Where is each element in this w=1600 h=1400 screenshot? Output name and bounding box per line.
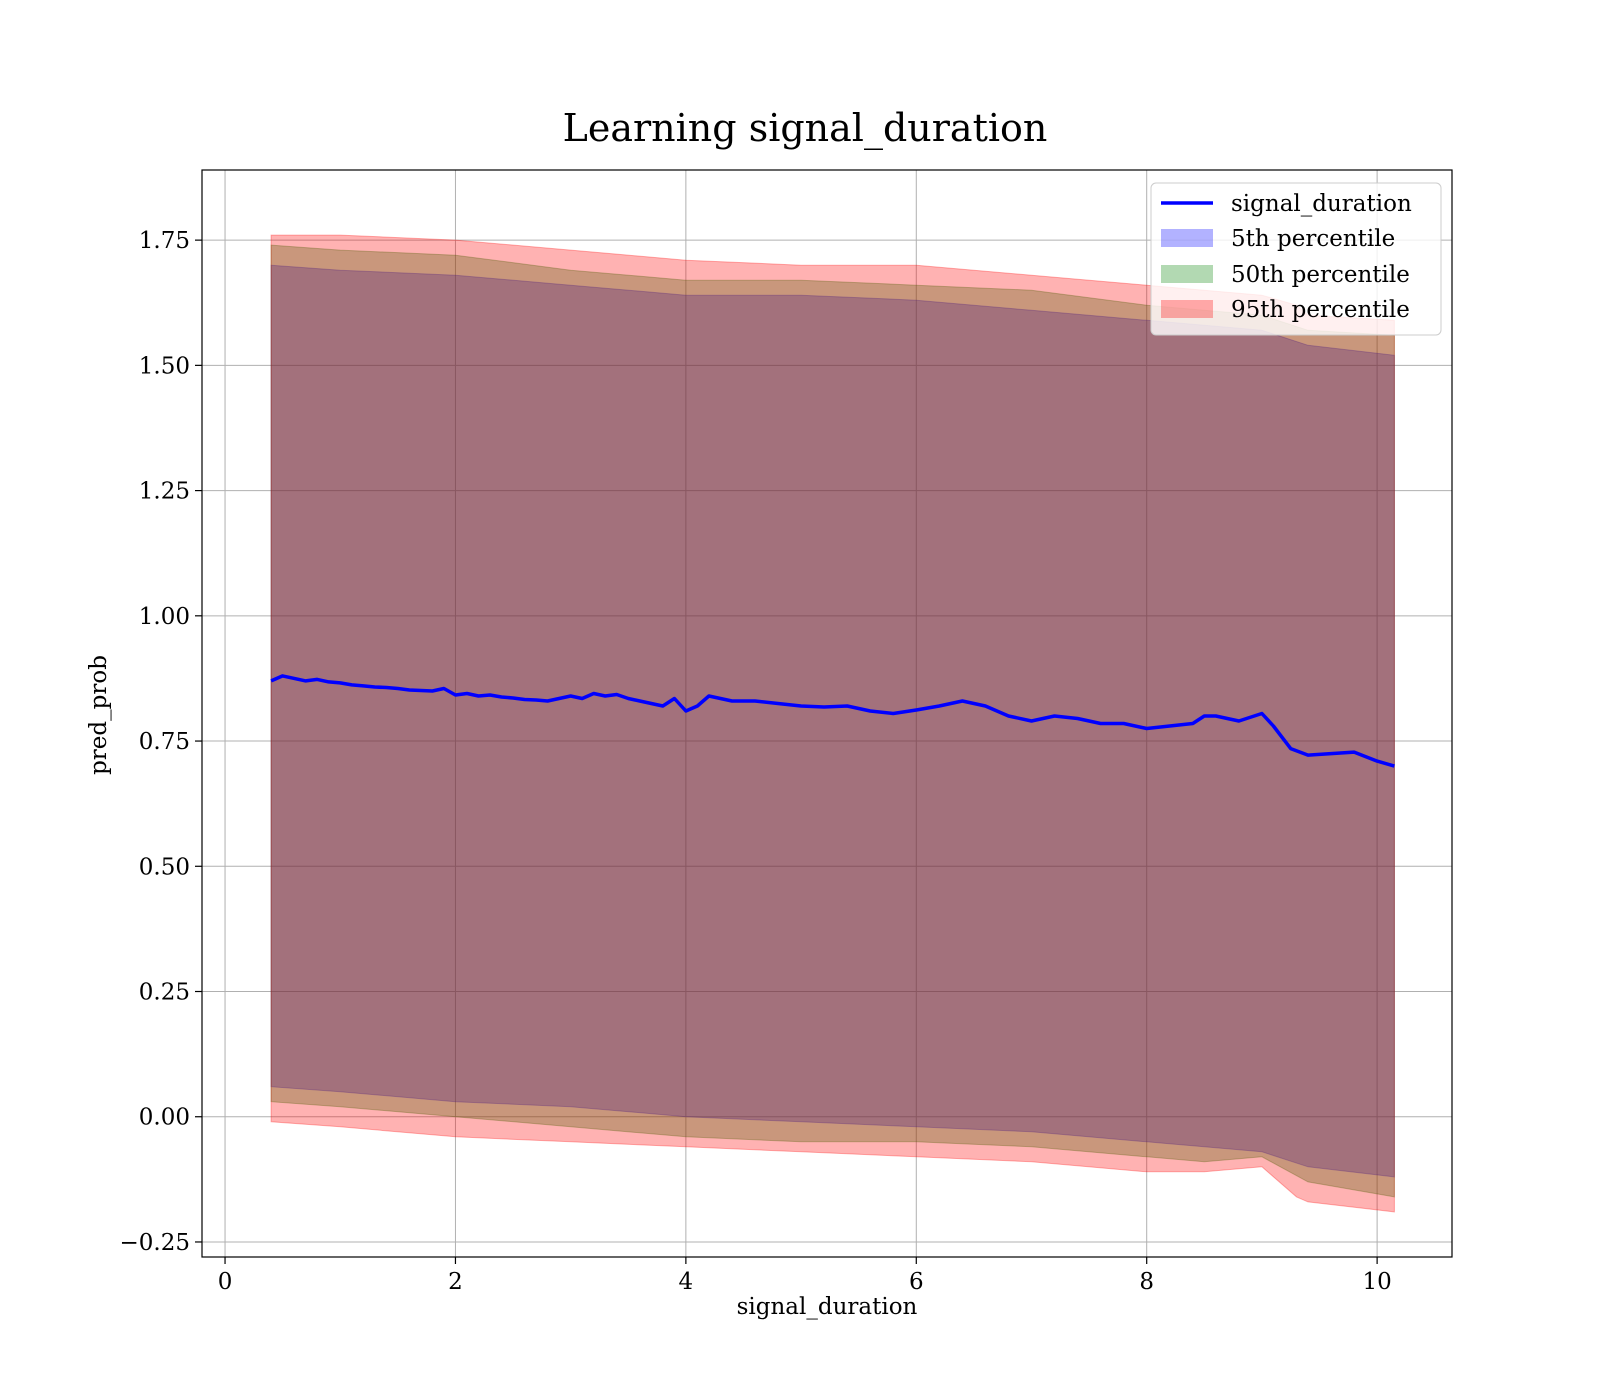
- y-tick-label: 0.75: [139, 729, 190, 755]
- y-tick-label: 1.25: [139, 479, 190, 505]
- legend-swatch-5th: [1161, 229, 1213, 247]
- y-tick-label: 1.00: [139, 604, 190, 630]
- x-axis-ticks: 0 2 4 6 8 10: [218, 1257, 1392, 1295]
- legend-swatch-95th: [1161, 300, 1213, 318]
- x-axis-label: signal_duration: [737, 1294, 918, 1320]
- y-tick-label: −0.25: [120, 1230, 190, 1256]
- y-axis-label: pred_prob: [86, 655, 112, 775]
- y-axis-ticks: −0.25 0.00 0.25 0.50 0.75 1.00 1.25 1.50 1.75: [120, 228, 202, 1256]
- y-tick-label: 0.50: [139, 854, 190, 880]
- x-tick-label: 2: [448, 1269, 463, 1295]
- band-95th-percentile: [270, 234, 1395, 1213]
- y-tick-label: 0.25: [139, 980, 190, 1006]
- series-lines: [270, 674, 1395, 768]
- legend-box: [1150, 182, 1442, 336]
- signal-duration-line: [270, 674, 1395, 768]
- plot-area: [201, 169, 1453, 1258]
- x-tick-label: 10: [1362, 1269, 1391, 1295]
- axes-frame: [201, 169, 1453, 1258]
- y-tick-label: 0.00: [139, 1105, 190, 1131]
- chart-title: Learning signal_duration: [563, 106, 1048, 151]
- legend-label-line: signal_duration: [1231, 191, 1412, 217]
- y-tick-label: 1.50: [139, 353, 190, 379]
- legend-swatch-50th: [1161, 265, 1213, 283]
- legend-label-5th: 5th percentile: [1231, 226, 1395, 252]
- x-tick-label: 6: [909, 1269, 924, 1295]
- grid: [202, 170, 1452, 1257]
- band-5th-percentile: [270, 264, 1395, 1178]
- legend: signal_duration 5th percentile 50th perc…: [1150, 182, 1442, 336]
- axes-background: [202, 170, 1452, 1257]
- x-tick-label: 4: [679, 1269, 694, 1295]
- band-50th-percentile: [270, 244, 1395, 1198]
- percentile-bands: [270, 234, 1395, 1213]
- legend-label-50th: 50th percentile: [1231, 262, 1410, 288]
- x-tick-label: 0: [218, 1269, 233, 1295]
- legend-label-95th: 95th percentile: [1231, 297, 1410, 323]
- x-tick-label: 8: [1139, 1269, 1154, 1295]
- y-tick-label: 1.75: [139, 228, 190, 254]
